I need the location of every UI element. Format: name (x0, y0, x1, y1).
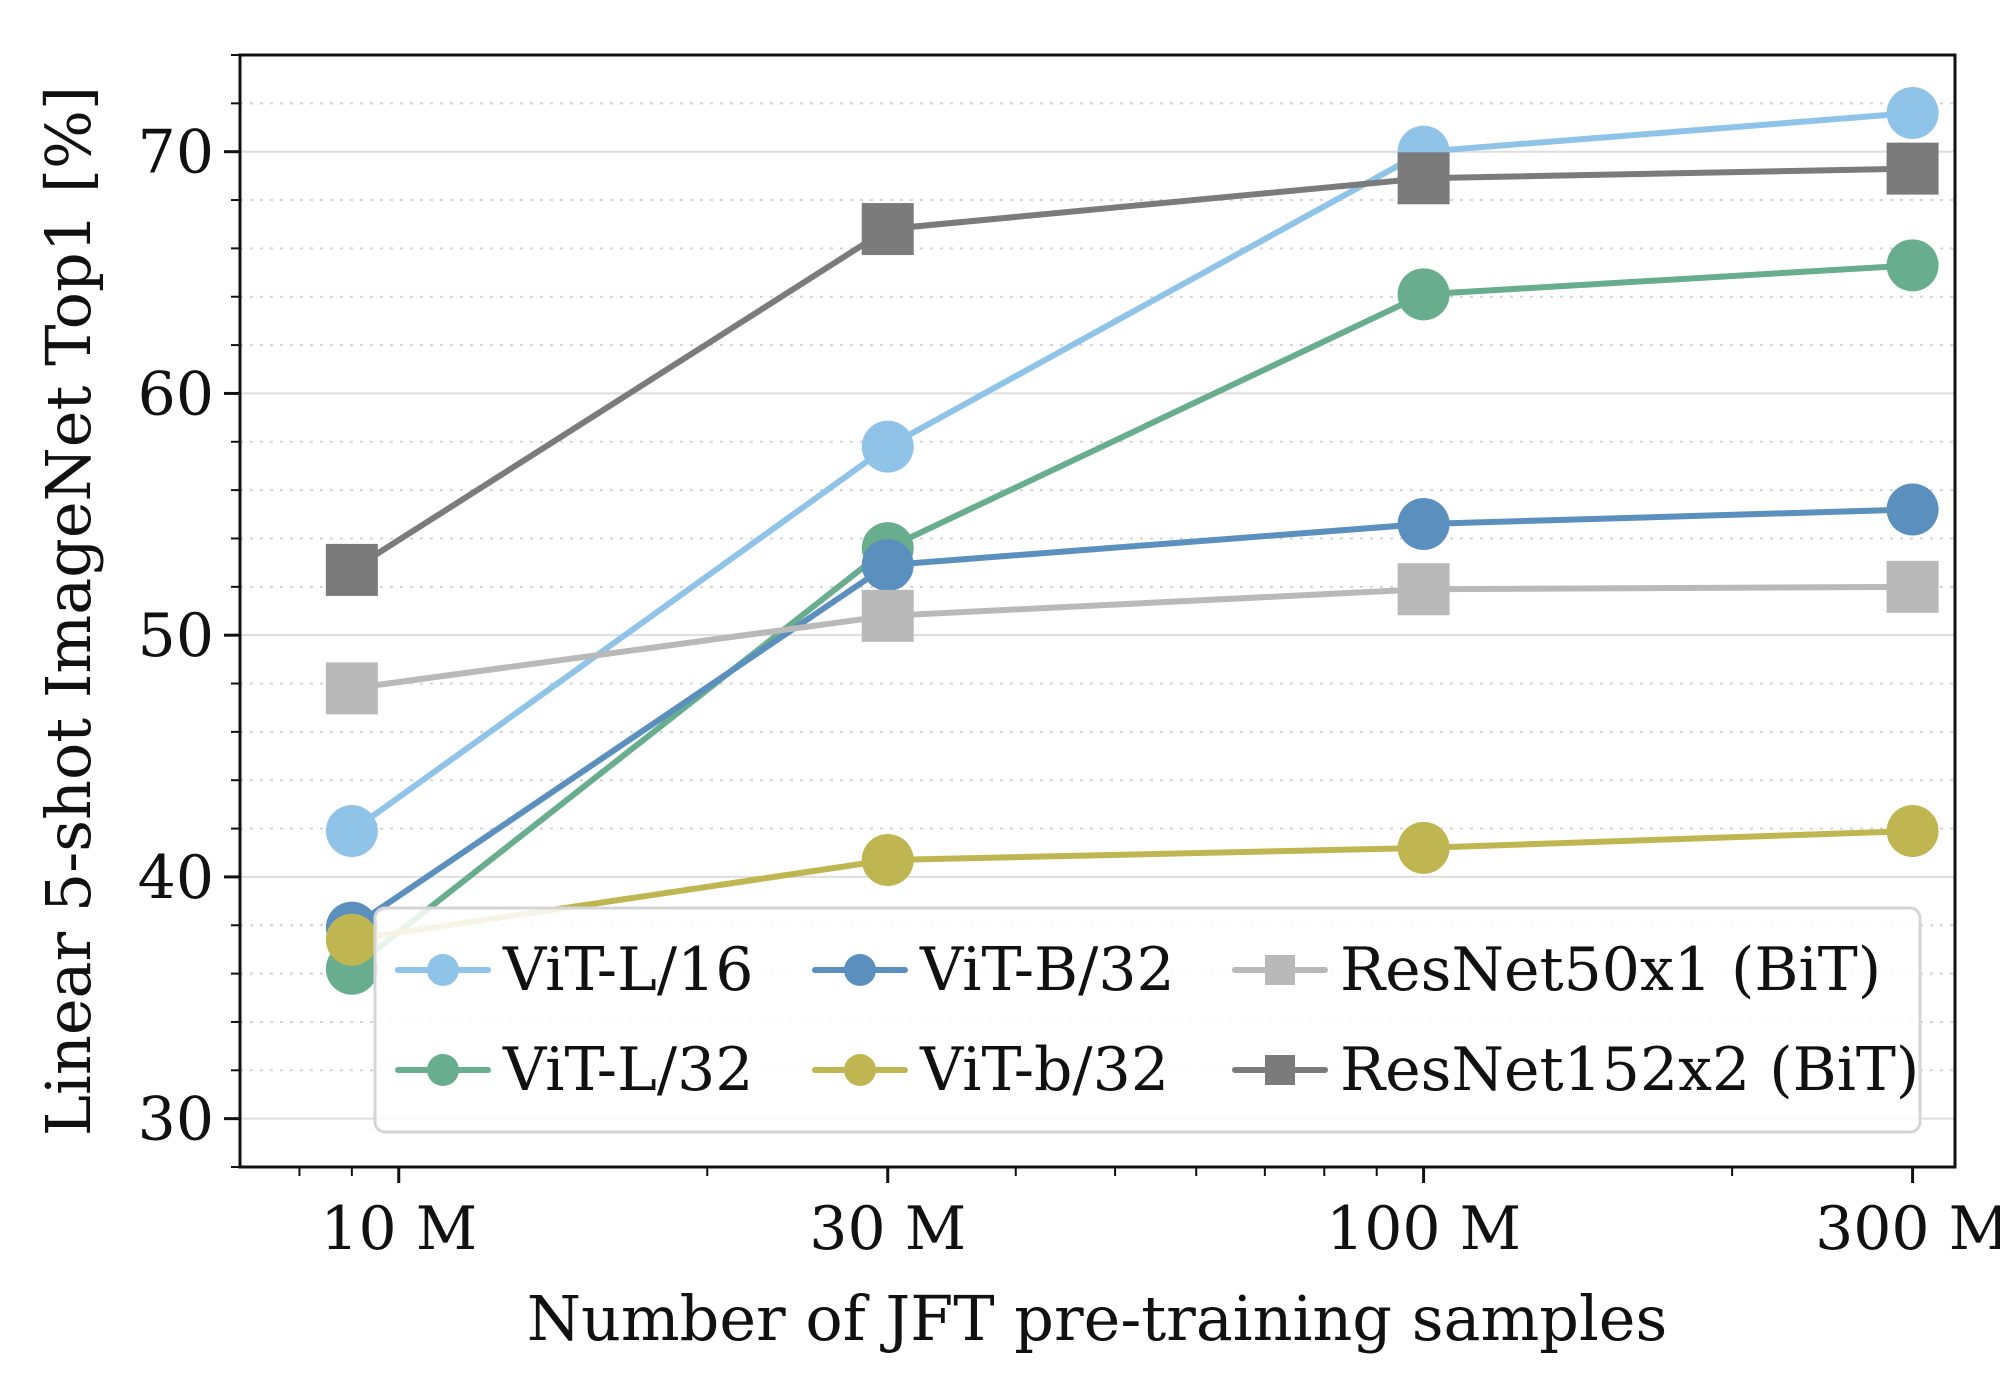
x-tick-label: 30 M (809, 1194, 966, 1264)
data-point (861, 203, 914, 256)
data-point (861, 539, 914, 592)
plot-frame (238, 53, 1957, 1169)
legend-marker (1265, 955, 1295, 985)
data-point (861, 833, 914, 886)
y-tick-label: 60 (138, 359, 214, 429)
series-line (348, 827, 1916, 943)
legend-marker (427, 954, 459, 986)
data-point (1397, 497, 1450, 550)
legend-box (373, 906, 1922, 1134)
data-point (325, 543, 378, 596)
data-point (1886, 239, 1939, 292)
data-point (1397, 268, 1450, 321)
data-point (1397, 152, 1450, 205)
y-tick-label: 50 (138, 601, 214, 671)
series-resnet50x1-bit (325, 560, 1939, 715)
data-point (1397, 821, 1450, 874)
legend-label: ViT-B/32 (919, 935, 1175, 1005)
data-point (861, 420, 914, 473)
data-point (325, 913, 378, 966)
series-vit-l-16 (325, 87, 1939, 857)
y-tick-label: 30 (138, 1085, 214, 1155)
series-line (348, 165, 1916, 573)
data-point (325, 662, 378, 715)
x-tick-label: 300 M (1815, 1194, 2000, 1264)
legend-marker (427, 1054, 459, 1086)
y-axis-label: Linear 5-shot ImageNet Top1 [%] (32, 86, 105, 1136)
legend-marker (1265, 1055, 1295, 1085)
legend-items: ViT-L/16 ViT-L/32 ViT-B/32 ViT-b/32 ResNet50… (395, 935, 1919, 1105)
tick-layer: 30 40 50 60 70 10 M 30 M 100 M 300 M (138, 54, 2000, 1264)
legend-label: ViT-L/32 (502, 1035, 753, 1105)
series-line (348, 583, 1916, 692)
data-point (1397, 563, 1450, 616)
data-point (1886, 142, 1939, 195)
legend: ViT-L/16 ViT-L/32 ViT-B/32 ViT-b/32 ResNet50… (373, 906, 1922, 1134)
series-vit-b-32 (325, 804, 1939, 966)
data-point (1886, 804, 1939, 857)
x-axis-label: Number of JFT pre-training samples (527, 1282, 1668, 1355)
series-resnet152x2-bit (325, 142, 1939, 596)
series-layer (325, 87, 1939, 995)
legend-item: ResNet152x2 (BiT) (1232, 1035, 1919, 1105)
legend-marker (844, 954, 876, 986)
data-point (1886, 483, 1939, 536)
legend-label: ViT-b/32 (919, 1035, 1169, 1105)
legend-marker (844, 1054, 876, 1086)
x-tick-label: 100 M (1326, 1194, 1521, 1264)
legend-label: ResNet50x1 (BiT) (1340, 935, 1881, 1005)
legend-item: ResNet50x1 (BiT) (1232, 935, 1881, 1005)
legend-label: ViT-L/16 (502, 935, 753, 1005)
series-line (348, 262, 1916, 972)
data-point (1886, 560, 1939, 613)
data-point (1886, 87, 1939, 140)
data-point (325, 804, 378, 857)
legend-item: ViT-b/32 (812, 1035, 1169, 1105)
y-tick-label: 40 (138, 843, 214, 913)
legend-item: ViT-L/32 (395, 1035, 753, 1105)
series-line (348, 110, 1916, 834)
y-tick-label: 70 (138, 118, 214, 188)
series-line (348, 506, 1916, 931)
legend-item: ViT-L/16 (395, 935, 753, 1005)
x-tick-label: 10 M (320, 1194, 477, 1264)
data-point (861, 589, 914, 642)
legend-item: ViT-B/32 (812, 935, 1175, 1005)
legend-label: ResNet152x2 (BiT) (1340, 1035, 1919, 1105)
